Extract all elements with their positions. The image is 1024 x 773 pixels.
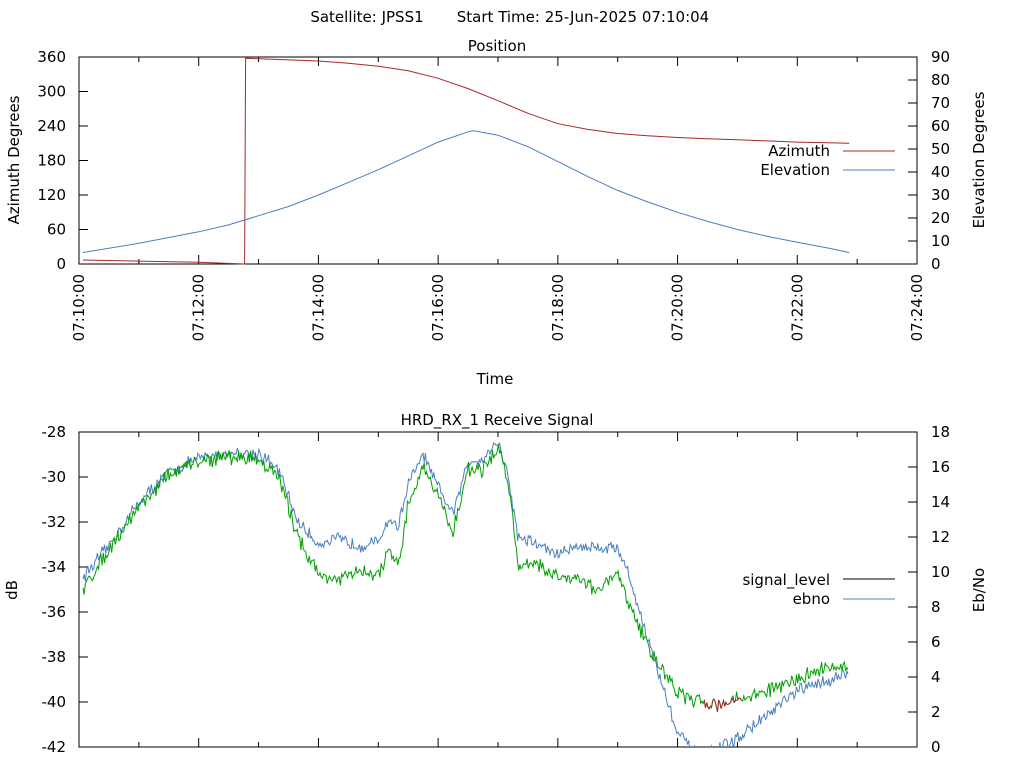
signal-series — [82, 442, 849, 747]
position-y2-tick-label: 80 — [931, 71, 950, 89]
position-y-tick-label: 300 — [37, 83, 66, 101]
legend-elevation-label: Elevation — [760, 161, 830, 179]
signal-y-tick-label: -36 — [42, 603, 67, 621]
position-y2-tick-label: 90 — [931, 48, 950, 66]
signal-y-tick-label: -42 — [42, 738, 67, 756]
position-x-tick-label: 07:10:00 — [70, 274, 88, 341]
legend-signal-level-label: signal_level — [742, 571, 830, 590]
position-y-tick-label: 60 — [47, 221, 66, 239]
signal-y-tick-label: -32 — [42, 513, 67, 531]
position-y2-tick-label: 40 — [931, 163, 950, 181]
position-y2-tick-label: 10 — [931, 232, 950, 250]
start-time-label: Start Time: 25-Jun-2025 07:10:04 — [457, 8, 709, 26]
signal-y2-tick-label: 8 — [931, 598, 941, 616]
signal-y2-tick-label: 16 — [931, 458, 950, 476]
position-y2-tick-label: 0 — [931, 255, 941, 273]
signal-y2-tick-label: 2 — [931, 703, 941, 721]
signal-y2-tick-label: 0 — [931, 738, 941, 756]
signal-y-tick-label: -28 — [42, 423, 67, 441]
legend-ebno-label: ebno — [793, 590, 830, 608]
position-y2-tick-label: 30 — [931, 186, 950, 204]
position-y2-tick-label: 60 — [931, 117, 950, 135]
signal-y2-tick-label: 4 — [931, 668, 941, 686]
elevation-line — [82, 130, 850, 253]
position-y-tick-label: 240 — [37, 117, 66, 135]
position-y2-tick-label: 70 — [931, 94, 950, 112]
signal-level-low-segment — [702, 696, 742, 713]
azimuth-axis-label: Azimuth Degrees — [5, 95, 23, 224]
signal-y-tick-label: -34 — [42, 558, 67, 576]
db-axis-label: dB — [3, 580, 21, 600]
signal-y-tick-label: -30 — [42, 468, 67, 486]
position-x-tick-label: 07:16:00 — [429, 274, 447, 341]
position-y-tick-label: 0 — [56, 255, 66, 273]
position-legend: Azimuth Elevation — [760, 142, 895, 179]
signal-y-tick-label: -40 — [42, 693, 67, 711]
signal-axes: -42 -40 -38 -36 -34 -32 -30 -28 0 2 4 6 8 10 12 14 16 18 — [42, 423, 951, 756]
position-y-tick-label: 360 — [37, 48, 66, 66]
position-y2-tick-label: 20 — [931, 209, 950, 227]
legend-azimuth-label: Azimuth — [768, 142, 830, 160]
azimuth-line — [82, 57, 850, 265]
position-y-tick-label: 120 — [37, 186, 66, 204]
time-axis-label: Time — [476, 370, 514, 388]
position-axes: 07:10:00 07:12:00 07:14:00 07:16:00 07:18:00… — [37, 48, 950, 341]
signal-y2-tick-label: 6 — [931, 633, 941, 651]
satellite-label: Satellite: JPSS1 — [310, 8, 423, 26]
signal-y2-tick-label: 18 — [931, 423, 950, 441]
position-x-tick-label: 07:22:00 — [788, 274, 806, 341]
signal-y2-tick-label: 10 — [931, 563, 950, 581]
position-y2-tick-label: 50 — [931, 140, 950, 158]
position-x-tick-label: 07:12:00 — [190, 274, 208, 341]
position-x-tick-label: 07:20:00 — [669, 274, 687, 341]
position-y-tick-label: 180 — [37, 152, 66, 170]
position-series — [82, 57, 850, 265]
elevation-axis-label: Elevation Degrees — [970, 91, 988, 228]
position-x-tick-label: 07:14:00 — [309, 274, 327, 341]
position-x-tick-label: 07:24:00 — [908, 274, 926, 341]
signal-legend: signal_level ebno — [742, 571, 895, 608]
position-x-tick-label: 07:18:00 — [549, 274, 567, 341]
signal-y-tick-label: -38 — [42, 648, 67, 666]
signal-chart-title: HRD_RX_1 Receive Signal — [401, 411, 594, 430]
signal-y2-tick-label: 12 — [931, 528, 950, 546]
signal-y2-tick-label: 14 — [931, 493, 950, 511]
ebno-axis-label: Eb/No — [970, 568, 988, 612]
position-chart-title: Position — [468, 37, 526, 55]
